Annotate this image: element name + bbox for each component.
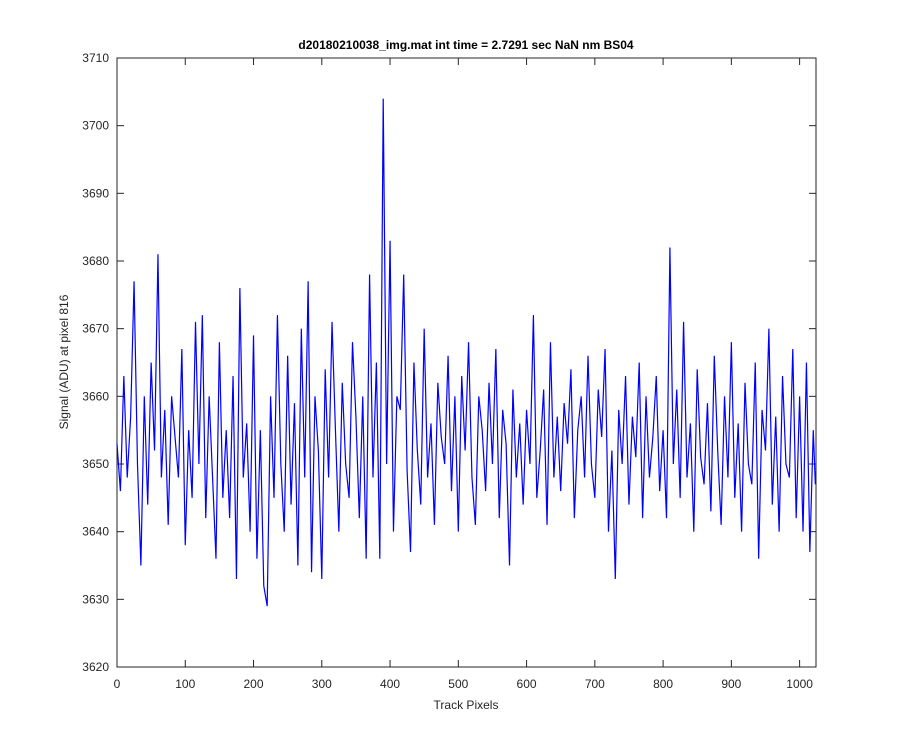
x-tick-label: 600 <box>517 677 537 691</box>
x-tick-label: 1000 <box>786 677 813 691</box>
y-tick-label: 3680 <box>82 254 109 268</box>
x-tick-label: 900 <box>721 677 741 691</box>
x-tick-label: 200 <box>244 677 264 691</box>
data-line <box>116 98 816 607</box>
plot-area <box>116 57 817 668</box>
y-tick-label: 3710 <box>82 51 109 65</box>
chart-title: d20180210038_img.mat int time = 2.7291 s… <box>298 38 634 52</box>
x-tick-label: 500 <box>448 677 468 691</box>
y-tick-label: 3620 <box>82 660 109 674</box>
y-tick-label: 3670 <box>82 322 109 336</box>
x-axis-label: Track Pixels <box>434 698 499 712</box>
y-tick-label: 3650 <box>82 457 109 471</box>
y-tick-label: 3630 <box>82 592 109 606</box>
x-tick-label: 400 <box>380 677 400 691</box>
y-axis-label: Signal (ADU) at pixel 816 <box>57 294 71 429</box>
x-tick-label: 700 <box>585 677 605 691</box>
y-tick-label: 3660 <box>82 389 109 403</box>
x-tick-label: 0 <box>114 677 121 691</box>
x-tick-label: 300 <box>312 677 332 691</box>
y-tick-label: 3690 <box>82 186 109 200</box>
y-tick-label: 3640 <box>82 525 109 539</box>
x-tick-label: 800 <box>653 677 673 691</box>
x-tick-label: 100 <box>175 677 195 691</box>
y-tick-label: 3700 <box>82 119 109 133</box>
